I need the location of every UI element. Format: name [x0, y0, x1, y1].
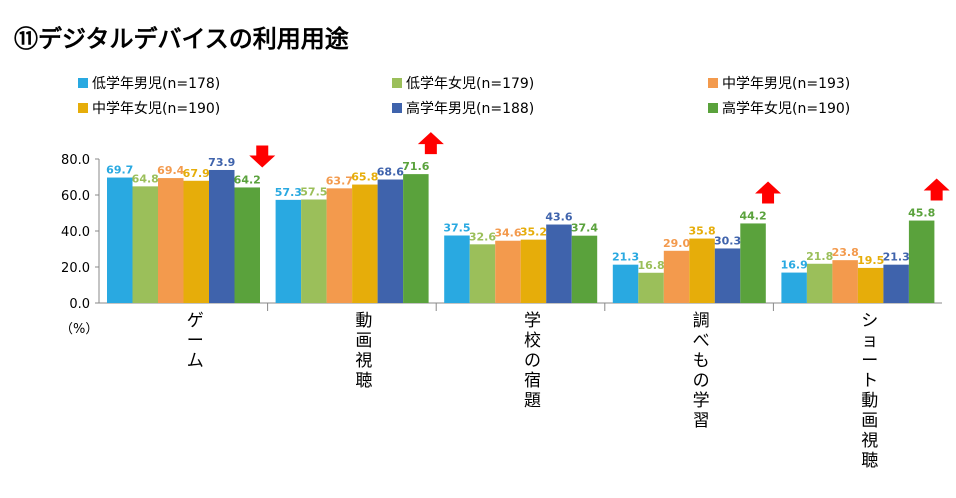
bar-0-3	[183, 180, 209, 303]
data-label-1-0: 57.3	[275, 186, 302, 199]
bar-3-5	[740, 223, 766, 303]
data-label-3-0: 21.3	[612, 251, 639, 264]
data-label-2-0: 37.5	[443, 222, 470, 235]
y-tick-label-2: 40.0	[61, 225, 90, 240]
legend-swatch-5	[708, 103, 718, 113]
y-tick-label-3: 20.0	[61, 261, 90, 276]
legend-label-0: 低学年男児(n=178)	[92, 76, 220, 92]
y-axis-label: （%）	[60, 322, 98, 337]
data-label-4-0: 16.9	[781, 259, 808, 272]
bar-2-5	[571, 235, 598, 303]
bar-2-3	[520, 239, 547, 303]
legend-swatch-2	[708, 78, 718, 88]
data-label-3-4: 30.3	[714, 234, 741, 247]
bar-4-1	[806, 263, 833, 303]
category-label-2: 学校の宿題	[524, 311, 541, 411]
arrow-up-icon	[923, 178, 950, 201]
category-label-4: ショート動画視聴	[861, 311, 878, 471]
arrow-up-icon	[417, 132, 444, 155]
bar-1-5	[403, 174, 429, 303]
data-label-4-3: 19.5	[857, 254, 884, 267]
arrow-down-icon	[249, 145, 276, 168]
y-tick-label-4: 0.0	[69, 297, 90, 312]
data-label-0-3: 67.9	[183, 167, 210, 180]
legend-swatch-3	[78, 103, 88, 113]
category-label-1: 動画視聴	[355, 311, 372, 391]
bar-1-1	[301, 199, 327, 303]
category-labels: ゲーム 動画視聴 学校の宿題 調べもの学習 ショート動画視聴	[187, 311, 878, 471]
data-label-0-0: 69.7	[106, 164, 133, 177]
data-label-1-5: 71.6	[402, 160, 429, 173]
chart-title: ⑪デジタルデバイスの利用用途	[14, 25, 350, 53]
legend-label-4: 高学年男児(n=188)	[406, 100, 534, 117]
bar-0-0	[107, 177, 133, 303]
legend-label-3: 中学年女児(n=190)	[92, 100, 220, 117]
data-label-2-4: 43.6	[545, 211, 572, 224]
data-label-0-5: 64.2	[234, 173, 261, 186]
bar-3-4	[714, 248, 741, 303]
legend-swatch-4	[392, 103, 402, 113]
data-label-4-4: 21.3	[883, 251, 910, 264]
data-label-3-3: 35.8	[688, 225, 715, 238]
data-label-2-3: 35.2	[520, 226, 547, 239]
data-label-2-2: 34.6	[494, 227, 521, 240]
data-label-2-5: 37.4	[571, 222, 598, 235]
bar-2-0	[444, 235, 470, 303]
data-label-3-1: 16.8	[637, 259, 664, 272]
data-label-1-1: 57.5	[300, 186, 327, 199]
category-label-0: ゲーム	[187, 311, 204, 371]
bars	[107, 169, 935, 303]
bar-0-1	[132, 186, 158, 303]
bar-1-0	[275, 199, 302, 303]
bar-3-3	[689, 238, 715, 303]
legend-label-5: 高学年女児(n=190)	[722, 100, 850, 117]
trend-arrows	[249, 132, 950, 204]
bar-3-1	[638, 272, 664, 303]
bar-0-5	[234, 187, 260, 303]
data-label-4-5: 45.8	[908, 207, 935, 220]
y-tick-label-1: 60.0	[61, 189, 90, 204]
data-label-0-4: 73.9	[208, 156, 235, 169]
category-label-3: 調べもの学習	[693, 311, 710, 431]
legend-swatch-0	[78, 78, 88, 88]
bar-0-4	[209, 169, 235, 303]
bar-3-2	[663, 250, 690, 303]
legend-label-2: 中学年男児(n=193)	[722, 76, 850, 92]
bar-1-3	[352, 184, 378, 303]
bar-3-0	[612, 264, 639, 303]
data-label-3-5: 44.2	[739, 209, 766, 222]
bar-4-2	[832, 260, 858, 303]
bar-4-5	[908, 220, 935, 303]
bar-4-3	[857, 267, 884, 303]
legend-label-1: 低学年女児(n=179)	[406, 75, 534, 92]
data-label-4-2: 23.8	[832, 246, 859, 259]
y-tick-label-0: 80.0	[61, 153, 90, 168]
data-label-2-1: 32.6	[469, 230, 496, 243]
data-label-0-2: 69.4	[157, 164, 184, 177]
data-label-1-4: 68.6	[377, 166, 404, 179]
bar-4-4	[883, 264, 909, 303]
data-label-3-2: 29.0	[663, 237, 690, 250]
legend-swatch-1	[392, 78, 402, 88]
bar-4-0	[781, 272, 807, 303]
bar-1-4	[377, 179, 404, 303]
bar-2-2	[495, 240, 521, 303]
data-label-1-2: 63.7	[326, 174, 353, 187]
data-label-0-1: 64.8	[132, 172, 159, 185]
bar-0-2	[158, 178, 184, 303]
arrow-up-icon	[755, 181, 782, 204]
data-labels: 69.764.869.467.973.9 64.2 57.357.563.765.8…	[106, 156, 935, 272]
bar-1-2	[326, 188, 353, 303]
data-label-1-3: 65.8	[351, 171, 378, 184]
data-label-4-1: 21.8	[806, 250, 833, 263]
bar-2-1	[469, 244, 496, 303]
bar-2-4	[546, 224, 572, 303]
legend: 低学年男児(n=178) 低学年女児(n=179) 中学年男児(n=193) 中学年女…	[78, 75, 850, 117]
